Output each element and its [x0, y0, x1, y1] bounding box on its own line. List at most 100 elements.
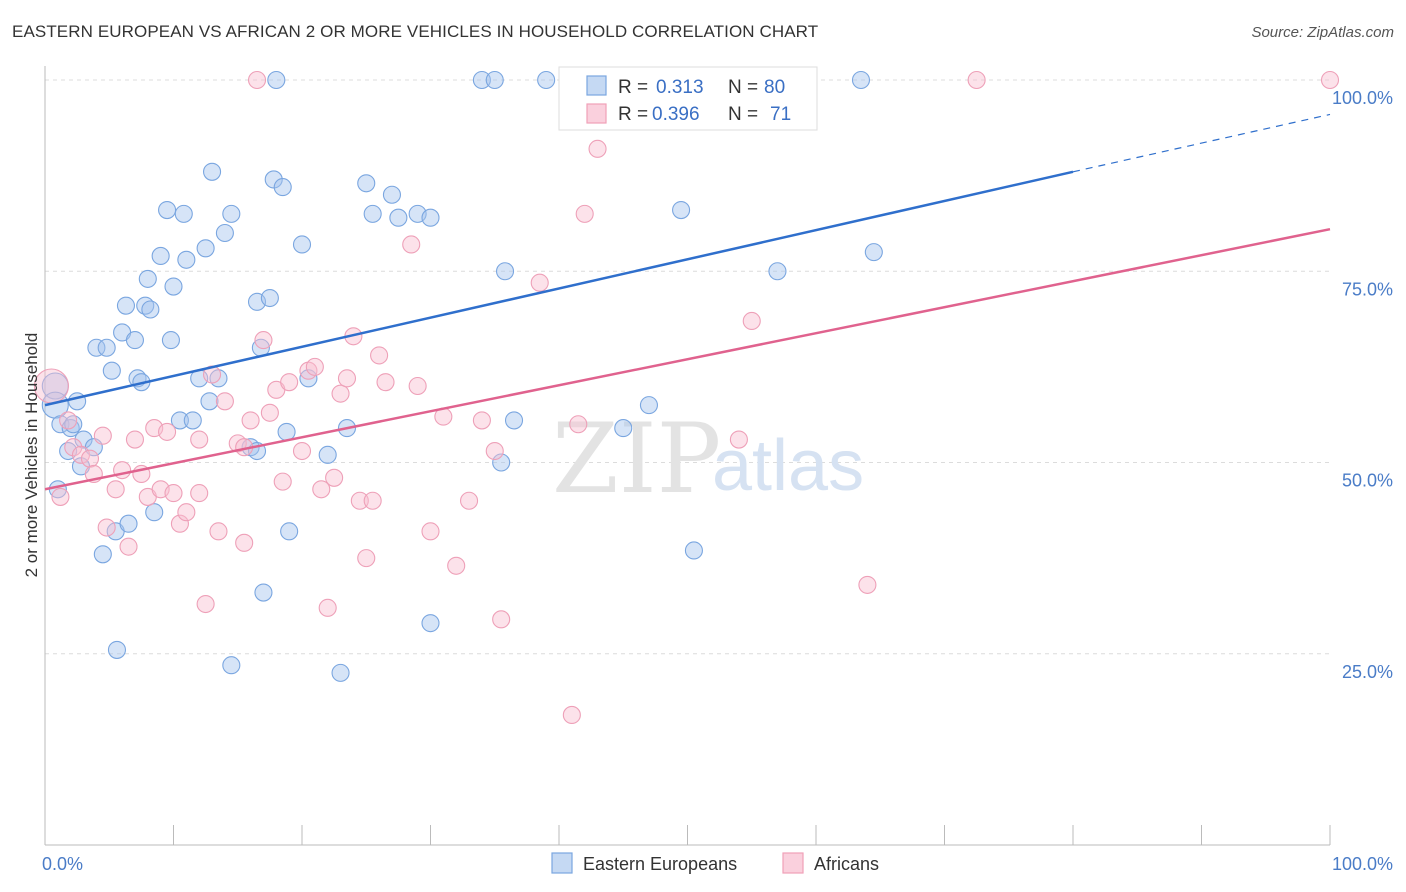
eastern-point-33: [177, 250, 196, 269]
eastern-point-62: [389, 208, 408, 227]
african-point-41: [318, 598, 337, 617]
african-point-8: [97, 518, 116, 537]
african-point-35: [273, 472, 292, 491]
african-point-52: [408, 376, 427, 396]
eastern-point-64: [421, 208, 440, 227]
african-point-42: [325, 468, 344, 487]
x-tick-label-1: 100.0%: [1332, 854, 1393, 874]
eastern-point-26: [145, 503, 164, 522]
eastern-point-54: [292, 235, 312, 254]
legend-n-label-1: N =: [728, 77, 758, 98]
eastern-point-34: [183, 411, 202, 430]
eastern-point-31: [170, 411, 189, 430]
african-point-29: [235, 533, 254, 552]
eastern-point-36: [196, 239, 215, 258]
eastern-point-78: [851, 70, 871, 90]
eastern-point-30: [164, 277, 183, 296]
eastern-point-25: [141, 300, 160, 319]
eastern-point-75: [684, 541, 703, 560]
african-point-43: [331, 384, 350, 403]
african-point-55: [447, 556, 466, 575]
african-point-20: [177, 503, 196, 522]
african-point-33: [260, 403, 279, 422]
eastern-point-38: [203, 162, 222, 181]
african-point-50: [376, 373, 395, 392]
african-point-11: [119, 537, 138, 556]
eastern-point-70: [504, 411, 524, 430]
african-point-32: [254, 331, 273, 350]
african-point-53: [421, 522, 440, 541]
watermark-atlas: atlas: [712, 426, 864, 506]
african-point-23: [196, 594, 215, 614]
african-point-37: [292, 441, 312, 461]
legend-r-label-2: R =: [618, 104, 648, 125]
african-point-40: [312, 480, 331, 499]
african-point-61: [562, 705, 581, 725]
eastern-point-73: [639, 396, 659, 415]
eastern-point-52: [277, 422, 296, 441]
eastern-point-42: [222, 656, 241, 675]
x-tick-labels: 0.0% 100.0%: [42, 854, 1393, 874]
legend-n-label-2: N =: [728, 104, 758, 125]
watermark: ZIP atlas: [552, 403, 864, 515]
eastern-point-59: [357, 174, 376, 193]
trend-lines: [44, 113, 1331, 491]
eastern-point-47: [254, 583, 273, 602]
eastern-point-28: [158, 201, 177, 220]
african-point-48: [363, 491, 382, 510]
african-point-57: [472, 411, 491, 430]
eastern-point-69: [495, 262, 515, 281]
legend-r-label-1: R =: [618, 77, 648, 98]
african-point-7: [93, 426, 112, 445]
african-point-2: [59, 411, 78, 430]
eastern-point-11: [87, 338, 106, 357]
african-point-26: [215, 392, 234, 411]
eastern-point-77: [864, 243, 883, 262]
african-point-5: [80, 449, 100, 468]
african-point-12: [125, 430, 144, 449]
african-point-51: [402, 235, 421, 254]
eastern-point-74: [672, 201, 691, 220]
african-point-62: [569, 415, 588, 434]
eastern-point-56: [318, 445, 337, 464]
african-point-17: [158, 422, 177, 441]
x-tick-label-0: 0.0%: [42, 854, 83, 874]
bottom-legend-label-africans: Africans: [814, 854, 879, 874]
african-point-36: [280, 373, 299, 392]
eastern-point-40: [215, 223, 234, 243]
eastern-point-14: [102, 361, 121, 380]
trend-line-eastern: [44, 170, 1074, 407]
african-point-4: [71, 445, 91, 464]
eastern-point-66: [472, 70, 491, 90]
bottom-legend-swatch-eastern: [551, 852, 573, 874]
eastern-point-76: [768, 262, 787, 281]
legend-swatch-eastern: [586, 75, 607, 96]
african-point-46: [350, 491, 369, 510]
legend-n-value-1: 80: [764, 77, 785, 98]
eastern-point-72: [614, 419, 633, 438]
african-point-47: [357, 549, 376, 568]
legend: R = 0.313 N = 80 R = 0.396 N = 71: [558, 66, 818, 131]
african-point-58: [485, 441, 504, 461]
african-point-49: [370, 346, 389, 365]
african-point-59: [492, 610, 511, 629]
african-point-18: [164, 484, 183, 503]
legend-swatch-africans: [586, 103, 607, 124]
chart-title: EASTERN EUROPEAN VS AFRICAN 2 OR MORE VE…: [12, 22, 819, 41]
african-point-69: [1320, 70, 1340, 90]
eastern-point-8: [74, 430, 93, 449]
eastern-point-16: [107, 640, 127, 659]
watermark-zip: ZIP: [552, 403, 721, 515]
bottom-legend: Eastern Europeans Africans: [551, 852, 879, 874]
eastern-point-67: [485, 70, 504, 90]
eastern-point-57: [331, 663, 350, 682]
african-point-31: [247, 70, 267, 90]
african-point-60: [530, 273, 549, 292]
african-point-66: [742, 311, 761, 331]
eastern-point-60: [363, 204, 382, 223]
african-point-21: [190, 430, 209, 449]
eastern-point-13: [97, 338, 116, 357]
african-point-3: [64, 438, 83, 457]
african-point-1: [51, 487, 70, 506]
